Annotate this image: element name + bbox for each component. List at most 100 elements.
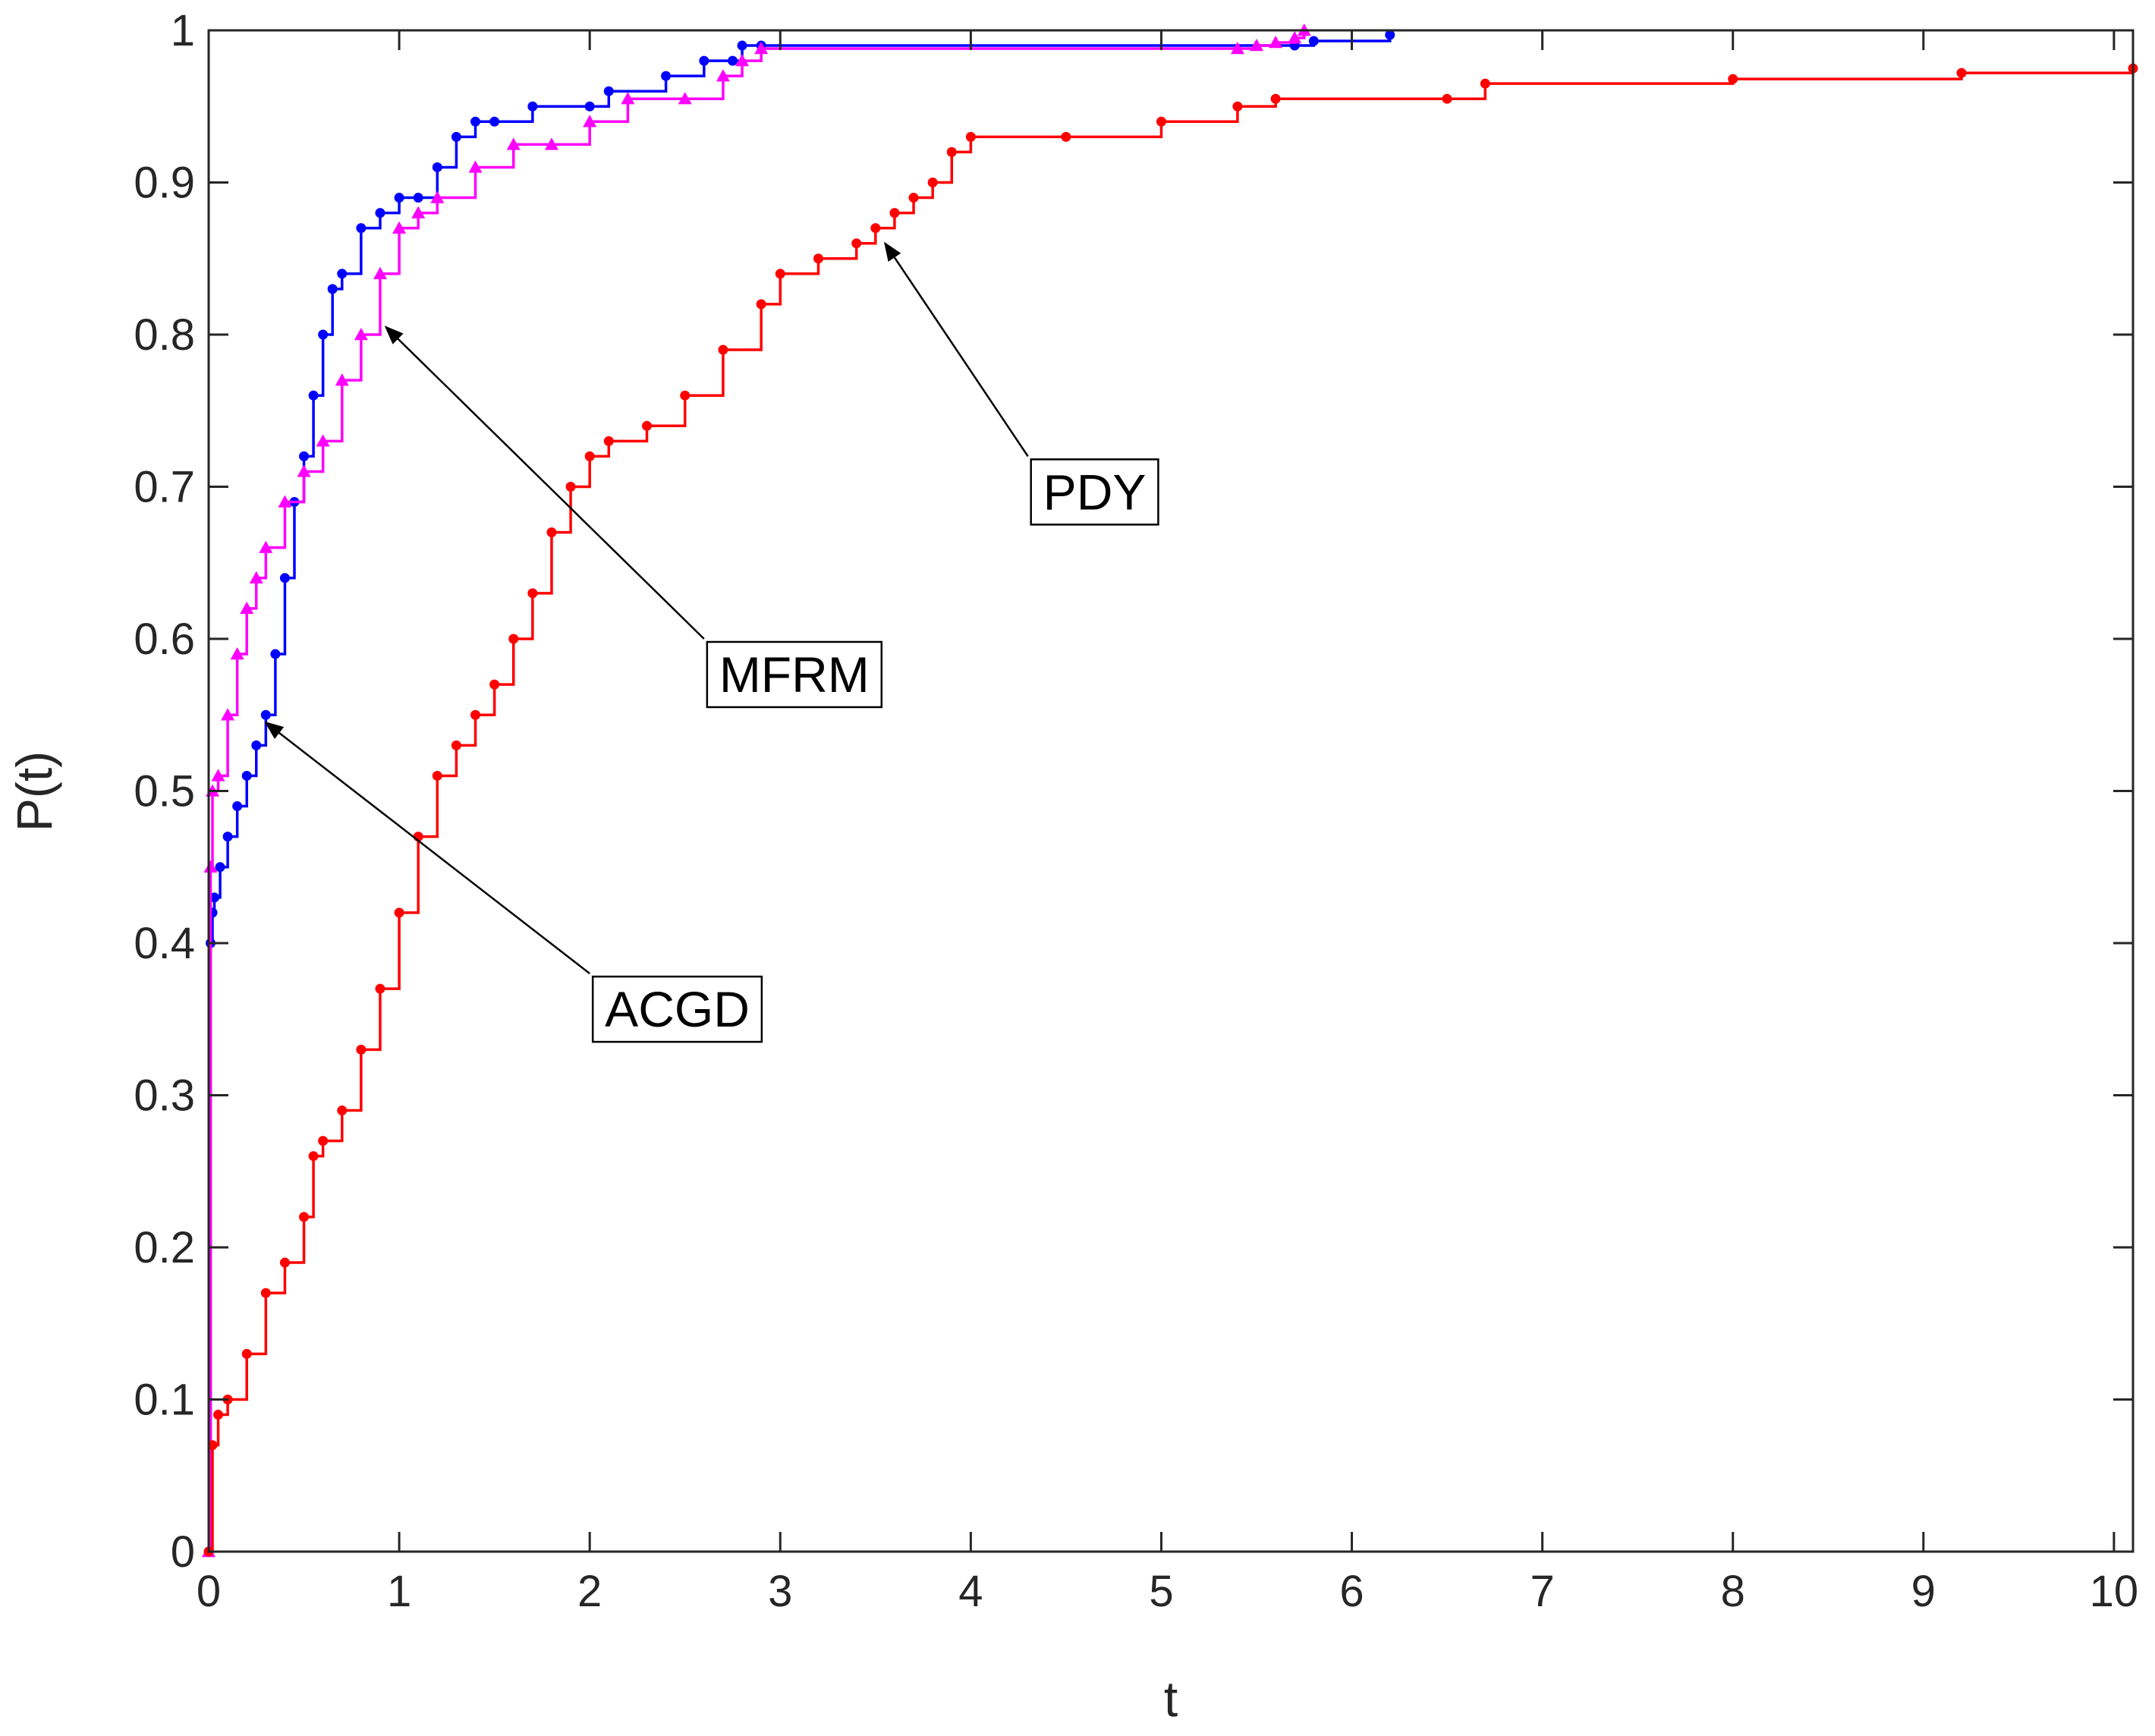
acgd-callout-arrow	[264, 721, 590, 975]
acgd-callout: ACGD	[591, 975, 763, 1043]
mfrm-point	[1249, 39, 1263, 52]
pdy-point	[241, 1348, 252, 1359]
mfrm-callout: MFRM	[706, 640, 883, 709]
pdy-point	[565, 482, 576, 492]
mfrm-point	[249, 571, 263, 583]
x-tick-label: 5	[1149, 1567, 1173, 1616]
acgd-point	[222, 832, 233, 842]
pdy-point	[299, 1212, 310, 1222]
y-tick-label: 0	[171, 1527, 195, 1577]
acgd-point	[279, 573, 290, 583]
x-tick-label: 0	[197, 1567, 221, 1616]
x-tick-label: 6	[1339, 1567, 1364, 1616]
pdy-point	[584, 451, 595, 461]
mfrm-point	[392, 221, 407, 234]
acgd-point	[375, 208, 385, 219]
pdy-point	[1956, 68, 1967, 78]
pdy-callout-label: PDY	[1043, 464, 1147, 520]
y-tick-label: 0.1	[134, 1376, 195, 1425]
x-tick-label: 2	[577, 1567, 602, 1616]
acgd-point	[356, 223, 367, 234]
acgd-point	[527, 101, 538, 112]
pdy-point	[489, 679, 500, 690]
mfrm-point	[621, 92, 635, 105]
mfrm-point	[211, 769, 225, 782]
acgd-point	[489, 116, 500, 127]
pdy-point	[1232, 101, 1243, 112]
pdy-point	[451, 740, 461, 750]
y-tick-label: 0.2	[134, 1223, 195, 1272]
pdy-point	[946, 146, 957, 157]
pdy-point	[718, 344, 728, 355]
mfrm-point	[335, 373, 349, 386]
acgd-point	[432, 162, 442, 172]
pdy-callout: PDY	[1030, 458, 1159, 526]
pdy-point	[813, 253, 823, 264]
mfrm-point	[230, 647, 244, 660]
mfrm-point	[203, 860, 218, 873]
mfrm-point	[240, 601, 254, 615]
y-tick-label: 0.4	[134, 919, 195, 968]
mfrm-point	[316, 434, 330, 447]
tick-layer: 0 1 2 3 4 5 6 7 8 9 10 0 0.1 0.2 0.3 0.4 0.5 0.6 0.7 0.8 0.9…	[134, 6, 2138, 1616]
mfrm-point	[221, 708, 235, 721]
pdy-point	[207, 1440, 218, 1451]
mfrm-point	[583, 115, 597, 127]
acgd-point	[260, 709, 271, 720]
mfrm-point	[278, 495, 292, 508]
mfrm-point	[716, 69, 730, 82]
mfrm-point	[1230, 42, 1244, 55]
pdy-point	[889, 208, 900, 219]
acgd-point	[308, 390, 319, 401]
pdy-point	[680, 390, 691, 401]
series-layer	[202, 24, 2138, 1558]
y-tick-label: 0.5	[134, 767, 195, 816]
pdy-point	[642, 420, 653, 431]
acgd-point	[727, 55, 738, 66]
x-tick-label: 3	[768, 1567, 792, 1616]
pdy-point	[527, 588, 538, 599]
pdy-point	[927, 178, 938, 187]
acgd-point	[327, 284, 338, 294]
pdy-point	[908, 193, 919, 203]
acgd-point	[337, 269, 348, 279]
mfrm-point	[754, 42, 769, 55]
acgd-point	[661, 71, 672, 81]
mfrm-point	[735, 54, 750, 67]
annotation-layer: ACGD MFRM PDY	[264, 241, 1159, 1043]
acgd-callout-box	[591, 975, 763, 1043]
mfrm-point	[259, 540, 273, 553]
acgd-point	[603, 86, 614, 96]
pdy-point	[965, 131, 976, 142]
acgd-point	[394, 193, 404, 203]
mfrm-point	[354, 328, 368, 341]
y-tick-label: 0.8	[134, 310, 195, 360]
acgd-callout-label: ACGD	[605, 981, 750, 1037]
mfrm-series-line	[209, 30, 1306, 1553]
acgd-point	[318, 329, 329, 340]
plot-area	[209, 30, 2133, 1552]
acgd-point	[215, 862, 225, 873]
pdy-point	[356, 1044, 367, 1055]
x-tick-label: 1	[387, 1567, 411, 1616]
acgd-point	[470, 116, 481, 127]
y-axis-title: P(t)	[6, 751, 62, 832]
pdy-point	[375, 983, 385, 994]
pdy-point	[870, 223, 881, 234]
pdy-point	[1061, 131, 1071, 142]
pdy-point	[1270, 93, 1281, 104]
mfrm-point	[544, 137, 558, 150]
mfrm-point	[1288, 31, 1302, 44]
y-tick-label: 0.6	[134, 615, 195, 664]
pdy-point	[1442, 93, 1452, 104]
x-tick-label: 4	[958, 1567, 983, 1616]
acgd-point	[241, 770, 252, 781]
acgd-point	[413, 193, 423, 203]
pdy-point	[1156, 116, 1166, 127]
pdy-point	[1728, 74, 1738, 84]
acgd-point	[209, 892, 220, 903]
mfrm-callout-label: MFRM	[719, 646, 870, 703]
mfrm-point	[297, 464, 311, 477]
mfrm-point	[373, 266, 387, 279]
